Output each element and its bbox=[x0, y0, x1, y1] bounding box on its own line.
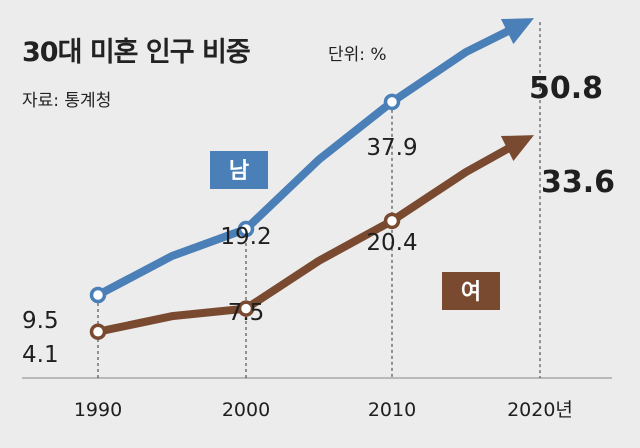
legend-female-label: 여 bbox=[461, 280, 481, 305]
data-label-female: 7.5 bbox=[228, 300, 265, 326]
data-label-female: 33.6 bbox=[541, 165, 615, 200]
series-arrowhead bbox=[500, 135, 534, 162]
data-label-female: 4.1 bbox=[22, 342, 59, 368]
x-tick-label: 2000 bbox=[222, 399, 270, 421]
series-line-male bbox=[94, 23, 520, 299]
data-label-male: 19.2 bbox=[220, 224, 271, 250]
legend-male-label: 남 bbox=[229, 159, 249, 184]
data-point bbox=[237, 300, 255, 317]
data-label-male: 37.9 bbox=[366, 135, 417, 161]
legend-male-box bbox=[210, 151, 268, 189]
x-tick-label: 1990 bbox=[74, 399, 122, 421]
data-point bbox=[89, 323, 107, 340]
data-label-male: 50.8 bbox=[529, 71, 603, 106]
data-point bbox=[237, 220, 255, 238]
legend-female-box bbox=[442, 272, 500, 310]
data-point bbox=[89, 286, 107, 304]
x-tick-label: 2020년 bbox=[507, 399, 573, 421]
series-line-female bbox=[94, 140, 520, 336]
unit-label: 단위: % bbox=[328, 45, 387, 65]
data-label-female: 20.4 bbox=[366, 230, 417, 256]
data-label-male: 9.5 bbox=[22, 308, 59, 334]
x-tick-label: 2010 bbox=[368, 399, 416, 421]
data-point bbox=[383, 212, 401, 230]
source-label: 자료: 통계청 bbox=[22, 91, 112, 111]
series-arrowhead bbox=[500, 18, 534, 45]
chart-title: 30대 미혼 인구 비중 bbox=[22, 37, 251, 68]
data-point bbox=[383, 93, 401, 111]
